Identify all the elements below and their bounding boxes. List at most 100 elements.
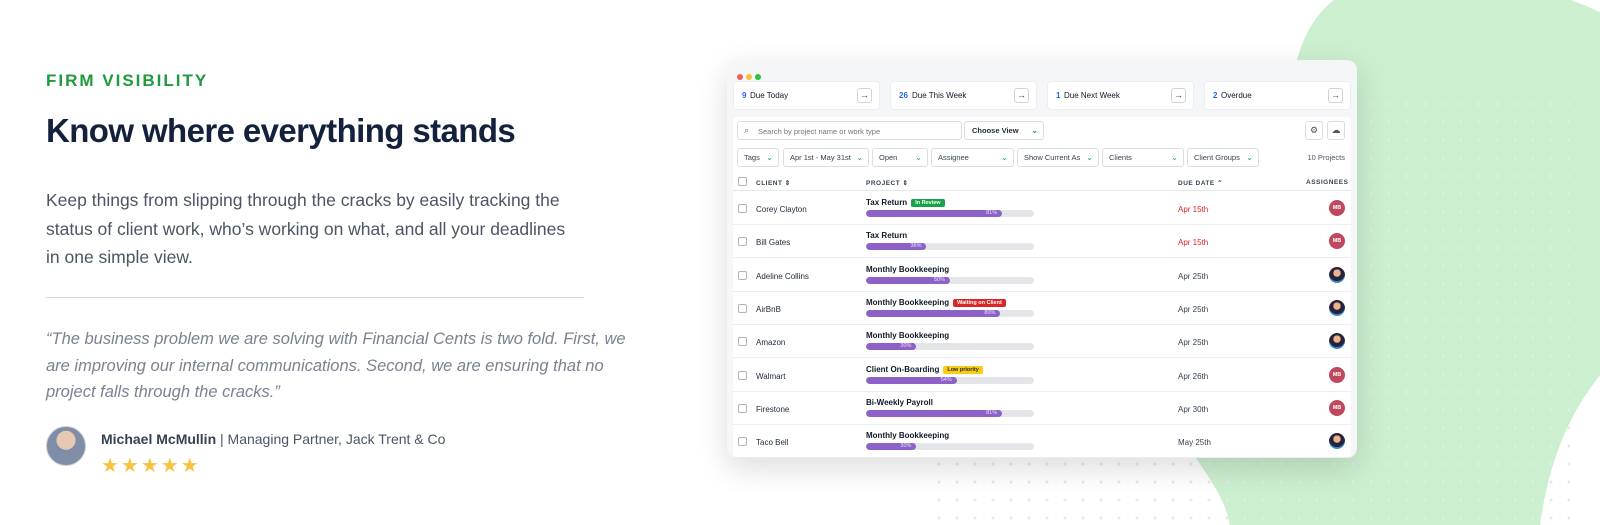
arrow-right-icon[interactable]: → (1328, 88, 1343, 103)
card-label: Due Today (750, 91, 789, 100)
choose-view-dropdown[interactable]: Choose View ⌄ (964, 121, 1044, 140)
project-cell[interactable]: Tax Return (866, 231, 907, 240)
card-due-this-week[interactable]: 26 Due This Week → (890, 81, 1037, 110)
row-checkbox[interactable] (738, 204, 747, 213)
table-row[interactable]: Corey Clayton Tax Return In Review 81% Apr 1… (733, 192, 1351, 225)
filter-client-groups[interactable]: Client Groups ⌄ (1187, 148, 1259, 167)
table-row[interactable]: Amazon Monthly Bookkeeping 30% Apr 25th (733, 325, 1351, 359)
row-checkbox[interactable] (738, 337, 747, 347)
column-project[interactable]: PROJECT ⇕ (866, 179, 908, 187)
chevron-down-icon: ⌄ (856, 153, 863, 162)
client-name[interactable]: Taco Bell (756, 438, 789, 448)
chevron-down-icon: ⌄ (1171, 153, 1178, 162)
table-row[interactable]: Firestone Bi-Weekly Payroll 81% Apr 30th MB (733, 392, 1351, 425)
card-due-today[interactable]: 9 Due Today → (733, 81, 880, 110)
due-date: Apr 25th (1178, 271, 1209, 281)
card-count: 26 (899, 91, 908, 100)
close-dot-icon[interactable] (737, 74, 743, 80)
select-all-checkbox[interactable] (738, 177, 747, 186)
project-cell[interactable]: Monthly Bookkeeping (866, 331, 949, 340)
filter-show-current-as[interactable]: Show Current As ⌄ (1017, 148, 1099, 167)
table-row[interactable]: Taco Bell Monthly Bookkeeping 30% May 25th (733, 425, 1351, 458)
due-date: Apr 30th (1178, 404, 1209, 414)
assignee-avatar[interactable]: MB (1329, 399, 1345, 416)
table-row[interactable]: Walmart Client On-Boarding Low priority 54%… (733, 359, 1351, 392)
project-cell[interactable]: Monthly Bookkeeping (866, 431, 949, 440)
filter-tags[interactable]: Tags ⌄ (737, 148, 779, 167)
card-count: 2 (1213, 91, 1218, 100)
client-name[interactable]: Firestone (756, 404, 790, 414)
assignee-avatar[interactable]: MB (1329, 366, 1345, 383)
row-checkbox[interactable] (738, 370, 747, 380)
due-date: Apr 15th (1178, 205, 1209, 214)
client-name[interactable]: Amazon (756, 338, 786, 348)
divider (46, 297, 584, 298)
arrow-right-icon[interactable]: → (857, 88, 872, 103)
project-cell[interactable]: Tax Return In Review (866, 198, 945, 207)
card-due-next-week[interactable]: 1 Due Next Week → (1047, 81, 1194, 110)
project-cell[interactable]: Monthly Bookkeeping Waiting on Client (866, 298, 1006, 307)
assignee-avatar[interactable]: MB (1329, 200, 1345, 216)
table-row[interactable]: AirBnB Monthly Bookkeeping Waiting on Clie… (733, 292, 1351, 325)
filter-date-range[interactable]: Apr 1st - May 31st ⌄ (783, 148, 869, 167)
table-row[interactable]: Adeline Collins Monthly Bookkeeping 50% Apr… (733, 259, 1351, 292)
progress-bar: 54% (866, 376, 1034, 384)
minimize-dot-icon[interactable] (746, 74, 752, 80)
cloud-download-icon[interactable]: ☁ (1327, 121, 1345, 140)
progress-label: 50% (934, 276, 946, 283)
filter-clients[interactable]: Clients ⌄ (1102, 148, 1184, 167)
assignee-photo-avatar[interactable] (1329, 333, 1345, 350)
status-badge: Waiting on Client (953, 298, 1006, 307)
project-cell[interactable]: Client On-Boarding Low priority (866, 365, 983, 374)
client-name[interactable]: AirBnB (756, 304, 781, 314)
progress-label: 80% (984, 309, 996, 316)
column-assignees: ASSIGNEES (1306, 179, 1348, 186)
summary-cards: 9 Due Today → 26 Due This Week → 1 Due N… (733, 81, 1351, 110)
assignee-photo-avatar[interactable] (1329, 433, 1345, 450)
assignee-photo-avatar[interactable] (1329, 299, 1345, 316)
row-checkbox[interactable] (738, 403, 747, 413)
project-name: Monthly Bookkeeping (866, 431, 950, 441)
column-due-date[interactable]: DUE DATE ⌃ (1178, 179, 1223, 187)
client-name[interactable]: Bill Gates (756, 238, 791, 248)
author-title: | Managing Partner, Jack Trent & Co (216, 431, 446, 447)
assignee-photo-avatar[interactable] (1329, 266, 1345, 283)
arrow-right-icon[interactable]: → (1171, 88, 1186, 103)
search-input[interactable] (758, 124, 953, 138)
app-window: 9 Due Today → 26 Due This Week → 1 Due N… (727, 60, 1357, 458)
client-name[interactable]: Walmart (756, 371, 786, 381)
progress-fill (866, 276, 950, 284)
chevron-down-icon: ⌄ (1086, 153, 1093, 162)
search-box: ⌕ (737, 121, 962, 140)
card-count: 1 (1056, 91, 1061, 100)
settings-gear-icon[interactable]: ⚙ (1305, 121, 1323, 140)
row-checkbox[interactable] (738, 437, 747, 447)
client-name[interactable]: Corey Clayton (756, 205, 807, 214)
progress-fill (866, 409, 1003, 417)
project-name: Monthly Bookkeeping (866, 297, 950, 307)
due-date: Apr 25th (1178, 304, 1209, 314)
progress-bar: 80% (866, 309, 1034, 317)
filter-status[interactable]: Open ⌄ (872, 148, 928, 167)
due-date: Apr 15th (1178, 238, 1209, 248)
row-checkbox[interactable] (738, 270, 747, 280)
project-cell[interactable]: Monthly Bookkeeping (866, 265, 949, 274)
table-row[interactable]: Bill Gates Tax Return 36% Apr 15th MB (733, 225, 1351, 259)
column-client[interactable]: CLIENT ⇕ (756, 179, 791, 187)
filter-label: Assignee (938, 153, 969, 162)
row-checkbox[interactable] (738, 237, 747, 247)
assignee-avatar[interactable]: MB (1329, 233, 1345, 250)
progress-bar: 36% (866, 243, 1034, 251)
project-cell[interactable]: Bi-Weekly Payroll (866, 398, 933, 407)
client-name[interactable]: Adeline Collins (756, 271, 809, 281)
filter-assignee[interactable]: Assignee ⌄ (931, 148, 1014, 167)
testimonial-author: Michael McMullin | Managing Partner, Jac… (46, 426, 566, 477)
project-name: Monthly Bookkeeping (866, 331, 950, 341)
arrow-right-icon[interactable]: → (1014, 88, 1029, 103)
row-checkbox[interactable] (738, 303, 747, 313)
window-controls (737, 67, 764, 85)
maximize-dot-icon[interactable] (755, 74, 761, 80)
card-overdue[interactable]: 2 Overdue → (1204, 81, 1351, 110)
progress-bar: 81% (866, 409, 1034, 417)
column-label: PROJECT (866, 180, 901, 187)
